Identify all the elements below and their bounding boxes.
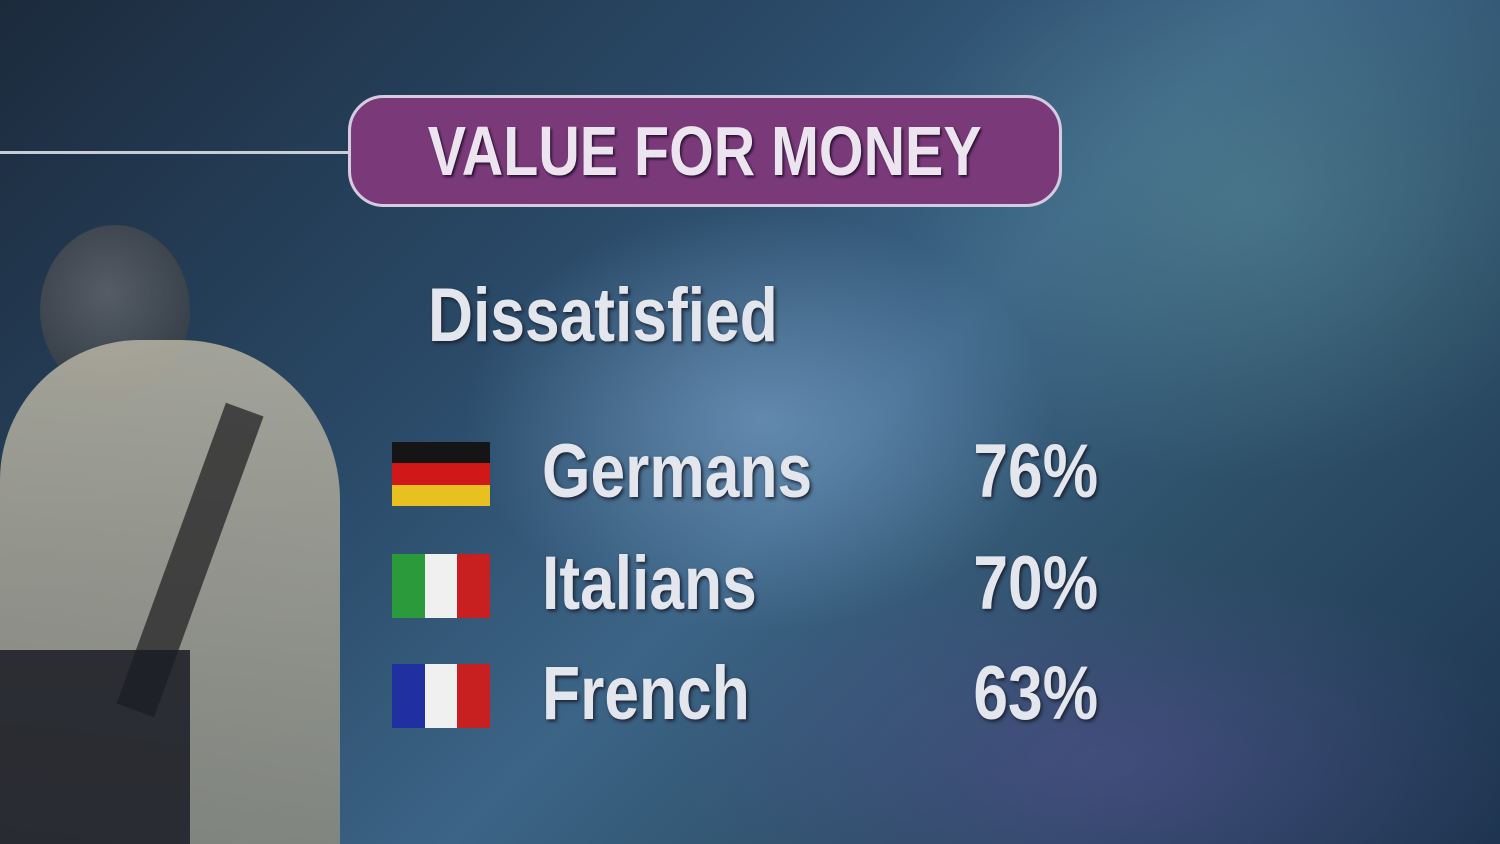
flag-stripe [392,554,425,618]
france-flag-icon [392,664,491,728]
italy-flag-icon [392,554,491,618]
flag-stripe [424,664,458,728]
flag-stripe [392,664,425,728]
flag-stripe [457,664,491,728]
row-value: 70% [973,541,1098,626]
row-label: Italians [542,541,757,626]
row-value: 76% [973,429,1098,514]
row-label: French [542,651,750,736]
flag-stripe [457,554,491,618]
subtitle: Dissatisfied [428,273,778,358]
background-bag [0,650,190,844]
title-banner: VALUE FOR MONEY [348,95,1062,207]
row-label: Germans [542,429,813,514]
flag-stripe [424,554,458,618]
germany-flag-icon [392,442,490,506]
flag-stripe [392,442,490,464]
flag-stripe [392,463,490,485]
flag-stripe [392,484,490,506]
row-value: 63% [973,651,1098,736]
title-rule [0,151,350,154]
title: VALUE FOR MONEY [428,112,982,190]
